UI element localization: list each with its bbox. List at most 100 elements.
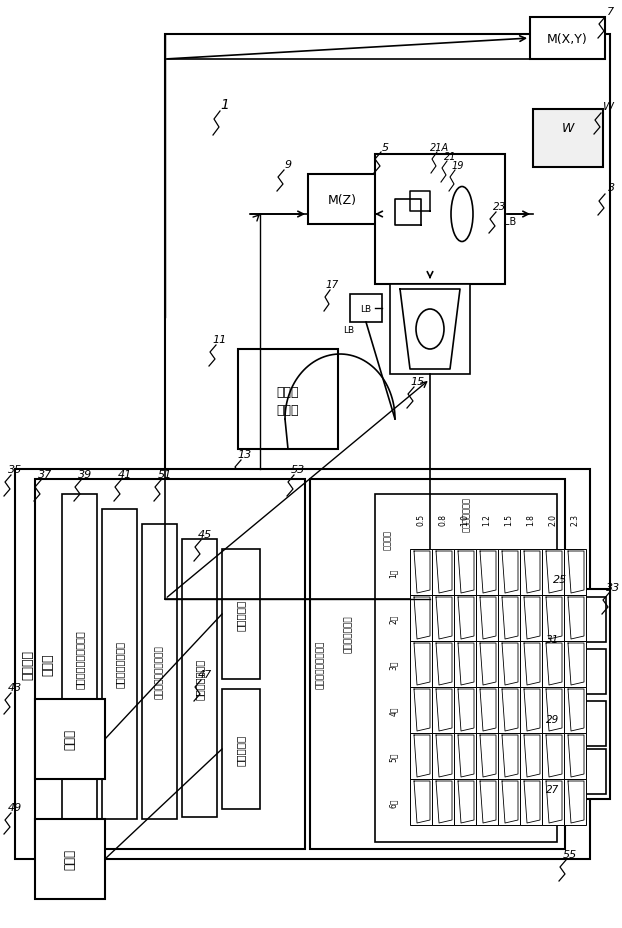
Text: 15: 15 bbox=[411, 377, 425, 387]
Text: 43: 43 bbox=[8, 682, 22, 692]
Text: 31: 31 bbox=[546, 635, 560, 644]
Bar bbox=[454, 641, 476, 688]
Bar bbox=[142, 524, 177, 819]
Bar bbox=[498, 549, 520, 596]
Text: 1: 1 bbox=[221, 97, 230, 112]
Bar bbox=[564, 641, 586, 688]
Bar bbox=[432, 641, 454, 688]
Bar bbox=[564, 596, 586, 641]
Bar bbox=[238, 350, 338, 449]
Bar bbox=[498, 641, 520, 688]
Bar bbox=[570, 589, 610, 799]
Bar bbox=[454, 780, 476, 825]
Text: 13: 13 bbox=[238, 449, 252, 459]
Bar bbox=[574, 749, 606, 794]
Text: 29: 29 bbox=[546, 715, 560, 724]
Text: 45: 45 bbox=[198, 530, 212, 539]
Text: 37: 37 bbox=[38, 470, 52, 480]
Bar bbox=[350, 295, 382, 323]
Text: 板厚別加工条件: 板厚別加工条件 bbox=[462, 497, 470, 532]
Text: 49: 49 bbox=[8, 802, 22, 812]
Bar bbox=[530, 18, 605, 60]
Text: 0.5: 0.5 bbox=[417, 513, 425, 525]
Text: 入力制御部: 入力制御部 bbox=[236, 734, 246, 765]
Text: 1週: 1週 bbox=[389, 568, 397, 577]
Text: 板厚別加工条件: 板厚別加工条件 bbox=[343, 614, 353, 652]
Text: レーザ: レーザ bbox=[277, 385, 299, 398]
Bar bbox=[564, 549, 586, 596]
Text: 1.2: 1.2 bbox=[483, 513, 491, 525]
Text: 17: 17 bbox=[325, 279, 338, 290]
Bar bbox=[454, 688, 476, 733]
Bar bbox=[498, 596, 520, 641]
Bar bbox=[564, 780, 586, 825]
Text: 33: 33 bbox=[606, 583, 620, 592]
Text: 39: 39 bbox=[78, 470, 92, 480]
Bar bbox=[520, 733, 542, 780]
Text: 4週: 4週 bbox=[389, 705, 397, 715]
Bar bbox=[410, 549, 432, 596]
Text: 3週: 3週 bbox=[389, 660, 397, 669]
Text: 53: 53 bbox=[291, 465, 305, 474]
Bar bbox=[520, 641, 542, 688]
Bar bbox=[35, 480, 305, 849]
Text: メモリ: メモリ bbox=[42, 653, 55, 676]
Text: 加工条件記憶部: 加工条件記憶部 bbox=[195, 658, 205, 699]
Text: 9: 9 bbox=[284, 160, 292, 170]
Text: 5: 5 bbox=[381, 143, 389, 153]
Bar bbox=[542, 733, 564, 780]
Bar bbox=[498, 733, 520, 780]
Bar bbox=[476, 780, 498, 825]
Bar bbox=[476, 688, 498, 733]
Text: 2週: 2週 bbox=[389, 613, 397, 623]
Text: LB: LB bbox=[343, 325, 355, 334]
Text: パラメータ記憶部: パラメータ記憶部 bbox=[114, 641, 124, 688]
Bar bbox=[432, 549, 454, 596]
Bar bbox=[454, 733, 476, 780]
Bar bbox=[375, 495, 557, 842]
Bar bbox=[476, 596, 498, 641]
Bar bbox=[310, 480, 565, 849]
Bar bbox=[35, 819, 105, 899]
Bar bbox=[564, 733, 586, 780]
Bar bbox=[432, 688, 454, 733]
Text: 制御装置: 制御装置 bbox=[22, 650, 34, 679]
Bar bbox=[308, 174, 376, 225]
Bar bbox=[410, 780, 432, 825]
Ellipse shape bbox=[451, 187, 473, 242]
Text: 表示部: 表示部 bbox=[63, 728, 77, 750]
Text: 3: 3 bbox=[608, 183, 616, 193]
Bar bbox=[165, 35, 610, 599]
Text: 5週: 5週 bbox=[389, 752, 397, 761]
Text: 発振器: 発振器 bbox=[277, 403, 299, 416]
Text: LB: LB bbox=[360, 304, 371, 313]
Bar bbox=[15, 470, 590, 859]
Text: 0.8: 0.8 bbox=[439, 513, 447, 525]
Text: 加工プログラム記憶部: 加工プログラム記憶部 bbox=[75, 630, 85, 689]
Bar bbox=[542, 688, 564, 733]
Bar bbox=[454, 596, 476, 641]
Text: 23: 23 bbox=[493, 201, 507, 212]
Text: 35: 35 bbox=[8, 465, 22, 474]
Bar bbox=[410, 688, 432, 733]
Bar bbox=[564, 688, 586, 733]
Bar bbox=[520, 549, 542, 596]
Bar bbox=[498, 780, 520, 825]
Bar bbox=[574, 650, 606, 694]
Text: 25: 25 bbox=[553, 574, 567, 585]
Text: 21: 21 bbox=[443, 152, 457, 161]
Bar bbox=[432, 596, 454, 641]
Bar bbox=[375, 155, 505, 285]
Text: 19: 19 bbox=[452, 161, 464, 171]
Text: 27: 27 bbox=[546, 784, 560, 794]
Text: 7: 7 bbox=[608, 7, 615, 17]
Text: 11: 11 bbox=[213, 335, 227, 344]
Bar bbox=[542, 641, 564, 688]
Bar bbox=[574, 702, 606, 746]
Text: 55: 55 bbox=[563, 849, 577, 859]
Text: 溶融亜鉛めっき鋼板: 溶融亜鉛めっき鋼板 bbox=[315, 640, 325, 689]
Text: 21A: 21A bbox=[430, 143, 450, 153]
Bar bbox=[542, 549, 564, 596]
Bar bbox=[476, 549, 498, 596]
Bar bbox=[476, 641, 498, 688]
